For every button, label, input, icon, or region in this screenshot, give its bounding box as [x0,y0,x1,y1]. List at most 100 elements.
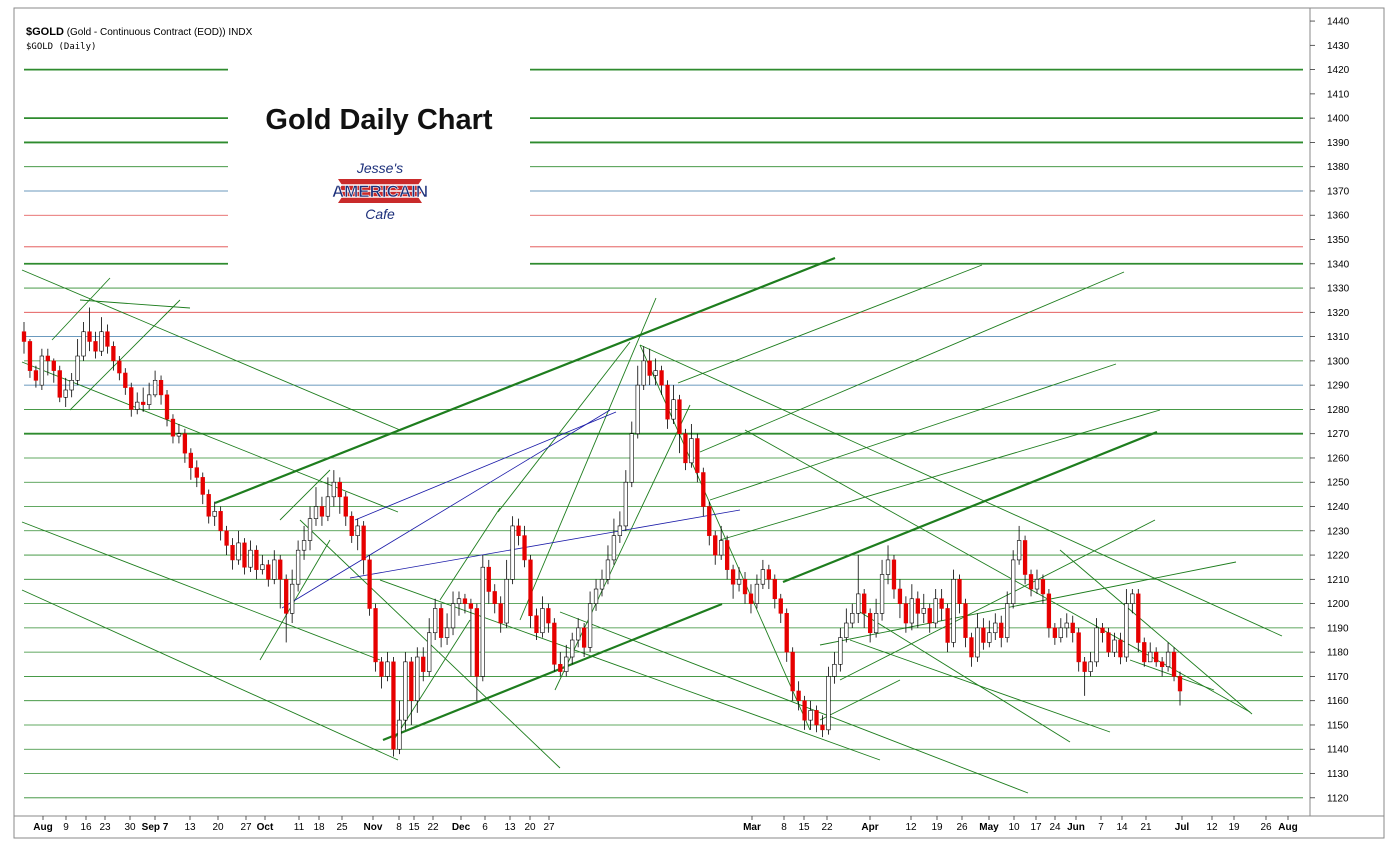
x-tick-label: 13 [184,822,196,833]
price-axis-panel [1309,7,1385,817]
x-tick-label: 27 [543,822,555,833]
x-tick-label: 20 [212,822,224,833]
candle-body [570,639,575,658]
candle-body [820,724,825,731]
candle-body [671,399,676,420]
candle-body [605,559,611,580]
candle-body [188,452,193,468]
candle-body [319,506,325,517]
candle-body [236,542,241,561]
candle-body [981,627,986,643]
candle-body [1100,627,1105,634]
x-tick-label: 8 [396,822,402,833]
x-tick-label: 26 [956,822,968,833]
candle-body [1142,642,1147,663]
y-tick-label: 1180 [1327,648,1349,659]
candle-body [289,583,295,614]
jesses-americain-cafe-logo: Jesse's AMERICAIN Cafe [332,160,428,222]
candle-body [397,719,402,750]
trendline [709,363,1117,501]
candle-body [701,472,706,507]
x-tick-label: 19 [931,822,943,833]
trendline [497,341,631,513]
candle-body [278,559,283,580]
x-tick-label: 26 [1260,822,1272,833]
candle-body [1040,579,1046,595]
candle-body [611,535,617,561]
candle-body [164,394,170,420]
trendline [21,521,381,661]
candle-body [927,608,932,624]
candle-body [659,370,664,386]
candle-body [337,481,342,498]
y-tick-label: 1330 [1327,284,1350,295]
candle-body [784,613,789,653]
y-tick-label: 1410 [1327,89,1350,100]
candle-body [1159,661,1165,668]
y-tick-label: 1230 [1327,526,1350,537]
candle-body [957,579,962,604]
candle-body [433,608,438,634]
candlesticks [21,307,1183,757]
chart-header: $GOLD (Gold - Continuous Contract (EOD))… [26,26,252,38]
candle-body [1088,661,1093,672]
candle-body [1016,540,1022,561]
candle-body [45,355,50,362]
trendline [21,269,401,431]
x-tick-label: May [979,822,999,833]
candle-body [1058,627,1063,638]
y-tick-label: 1370 [1327,186,1350,197]
title-panel: Gold Daily Chart Jesse's AMERICAIN Cafe [230,97,528,251]
candle-body [653,370,658,376]
y-tick-label: 1290 [1327,381,1350,392]
candle-body [1028,574,1034,590]
candle-body [754,583,760,604]
candle-body [81,331,86,357]
candle-body [599,579,605,590]
x-tick-label: Aug [1278,822,1297,833]
candle-body [814,710,819,726]
y-tick-label: 1130 [1327,769,1349,780]
candle-body [1094,627,1099,663]
x-tick-label: 19 [1228,822,1240,833]
candle-body [939,598,944,609]
candle-body [498,603,503,624]
candle-body [492,591,497,604]
candle-body [39,355,45,386]
x-tick-label: 10 [1008,822,1020,833]
x-tick-label: 22 [427,822,439,833]
candle-body [468,603,474,609]
symbol-description: (Gold - Continuous Contract (EOD)) INDX [66,27,253,38]
candle-body [33,370,39,381]
candle-body [474,608,480,677]
candle-body [867,613,873,634]
candle-body [69,379,74,391]
candle-body [1070,622,1075,634]
y-tick-label: 1160 [1327,696,1349,707]
x-tick-label: 13 [504,822,516,833]
candle-body [665,384,670,420]
trendlines [21,256,1283,794]
candle-body [170,418,176,437]
candle-body [141,401,146,405]
candle-body [230,545,235,561]
trendline [819,561,1237,646]
candle-body [915,598,920,614]
x-tick-label: 18 [313,822,325,833]
candle-body [534,615,539,634]
date-axis: Aug 9 16 23 30 Sep 7 13 20 27 Oct 11 18 25 Nov 8 15 22 De… [33,816,1298,833]
trendline [79,299,191,309]
candle-body [212,511,217,517]
candle-body [1064,622,1069,629]
candle-body [415,656,420,701]
candle-body [1112,639,1117,653]
candle-body [117,360,122,374]
x-tick-label: Aug [33,822,52,833]
candle-body [1106,632,1111,653]
candle-body [790,651,795,692]
candle-body [558,663,563,672]
trendline [382,602,723,742]
x-tick-label: 7 [1098,822,1104,833]
candle-body [993,622,998,634]
trendline [699,271,1125,453]
